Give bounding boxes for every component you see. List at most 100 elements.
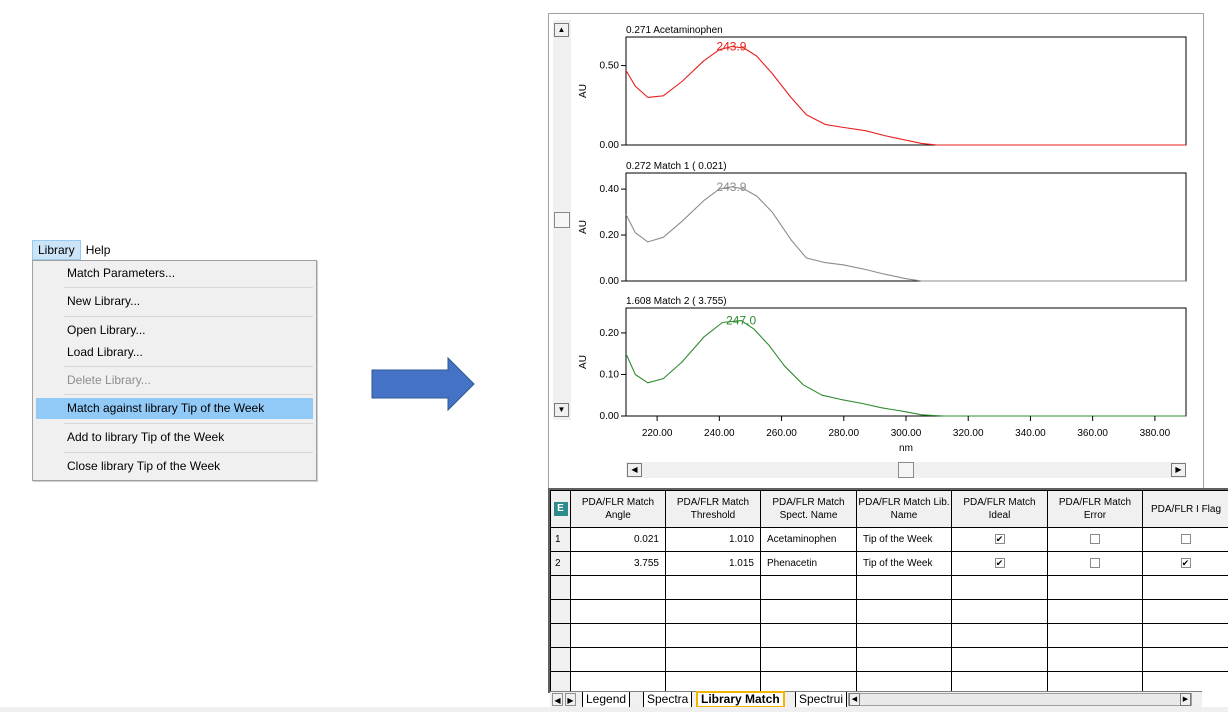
- empty-cell[interactable]: [1047, 647, 1143, 672]
- table-row-empty[interactable]: [550, 647, 1228, 672]
- cell-spect-name[interactable]: Phenacetin: [760, 551, 857, 576]
- empty-cell[interactable]: [570, 575, 666, 600]
- empty-cell[interactable]: [760, 599, 857, 624]
- tab-legend[interactable]: Legend: [582, 692, 631, 707]
- empty-cell[interactable]: [1142, 671, 1228, 693]
- empty-cell[interactable]: [570, 623, 666, 648]
- tab-horizontal-scrollbar[interactable]: ◀ ▶: [848, 693, 1192, 706]
- empty-cell[interactable]: [856, 623, 952, 648]
- column-header-ideal[interactable]: PDA/FLR Match Ideal: [951, 490, 1048, 528]
- scroll-up-button[interactable]: ▲: [554, 23, 569, 37]
- menu-item-match-parameters[interactable]: Match Parameters...: [67, 266, 176, 280]
- empty-cell[interactable]: [665, 647, 761, 672]
- empty-cell[interactable]: [550, 671, 571, 693]
- h-scroll-thumb[interactable]: [898, 462, 914, 478]
- empty-cell[interactable]: [665, 575, 761, 600]
- menu-item-new-library[interactable]: New Library...: [67, 294, 141, 308]
- vertical-scrollbar[interactable]: ▲ ▼: [553, 20, 571, 420]
- flag-checkbox[interactable]: [1180, 534, 1191, 545]
- menu-item-open-library[interactable]: Open Library...: [67, 323, 146, 337]
- empty-cell[interactable]: [1142, 599, 1228, 624]
- error-checkbox[interactable]: [1090, 534, 1100, 545]
- cell-error[interactable]: [1047, 527, 1143, 552]
- empty-cell[interactable]: [951, 623, 1048, 648]
- row-number[interactable]: 2: [550, 551, 571, 576]
- empty-cell[interactable]: [550, 647, 571, 672]
- column-header-lib-name[interactable]: PDA/FLR Match Lib. Name: [856, 490, 952, 528]
- empty-cell[interactable]: [665, 599, 761, 624]
- menu-item-load-library[interactable]: Load Library...: [67, 345, 143, 359]
- empty-cell[interactable]: [570, 599, 666, 624]
- table-row-empty[interactable]: [550, 575, 1228, 600]
- menu-item-match-against-library[interactable]: Match against library Tip of the Week: [36, 398, 313, 419]
- tab-spectrum[interactable]: Spectrui: [795, 692, 848, 707]
- empty-cell[interactable]: [951, 575, 1048, 600]
- row-number[interactable]: 1: [550, 527, 571, 552]
- empty-cell[interactable]: [550, 575, 571, 600]
- empty-cell[interactable]: [760, 623, 857, 648]
- cell-threshold[interactable]: 1.010: [665, 527, 761, 552]
- empty-cell[interactable]: [760, 575, 857, 600]
- empty-cell[interactable]: [856, 575, 952, 600]
- table-row[interactable]: 2 3.755 1.015 Phenacetin Tip of the Week ✔ ✔: [550, 551, 1228, 576]
- empty-cell[interactable]: [1142, 647, 1228, 672]
- empty-cell[interactable]: [1047, 575, 1143, 600]
- table-row-empty[interactable]: [550, 599, 1228, 624]
- cell-ideal[interactable]: ✔: [951, 527, 1048, 552]
- scroll-right-button[interactable]: ▶: [1171, 463, 1186, 477]
- empty-cell[interactable]: [1047, 623, 1143, 648]
- menu-item-add-to-library[interactable]: Add to library Tip of the Week: [67, 430, 225, 444]
- tab-library-match[interactable]: Library Match: [696, 691, 785, 708]
- empty-cell[interactable]: [570, 647, 666, 672]
- empty-cell[interactable]: [665, 671, 761, 693]
- ideal-checkbox[interactable]: ✔: [994, 534, 1005, 545]
- empty-cell[interactable]: [760, 647, 857, 672]
- cell-error[interactable]: [1047, 551, 1143, 576]
- empty-cell[interactable]: [1047, 599, 1143, 624]
- empty-cell[interactable]: [1047, 671, 1143, 693]
- empty-cell[interactable]: [856, 599, 952, 624]
- scroll-left-button[interactable]: ◀: [627, 463, 642, 477]
- empty-cell[interactable]: [550, 599, 571, 624]
- column-header-threshold[interactable]: PDA/FLR Match Threshold: [665, 490, 761, 528]
- cell-angle[interactable]: 0.021: [570, 527, 666, 552]
- horizontal-scrollbar[interactable]: ◀ ▶: [626, 462, 1186, 478]
- scroll-thumb[interactable]: [554, 212, 570, 228]
- cell-lib-name[interactable]: Tip of the Week: [856, 527, 952, 552]
- error-checkbox[interactable]: [1090, 558, 1100, 569]
- column-header-angle[interactable]: PDA/FLR Match Angle: [570, 490, 666, 528]
- empty-cell[interactable]: [1142, 623, 1228, 648]
- scroll-left-button[interactable]: ◀: [849, 693, 860, 706]
- empty-cell[interactable]: [570, 671, 666, 693]
- scroll-down-button[interactable]: ▼: [554, 403, 569, 417]
- cell-flag[interactable]: ✔: [1142, 551, 1228, 576]
- column-header-flag[interactable]: PDA/FLR I Flag: [1142, 490, 1228, 528]
- column-header-spect-name[interactable]: PDA/FLR Match Spect. Name: [760, 490, 857, 528]
- empty-cell[interactable]: [951, 671, 1048, 693]
- table-row[interactable]: 1 0.021 1.010 Acetaminophen Tip of the Week ✔: [550, 527, 1228, 552]
- tab-spectra[interactable]: Spectra: [643, 692, 693, 707]
- cell-lib-name[interactable]: Tip of the Week: [856, 551, 952, 576]
- column-header-error[interactable]: PDA/FLR Match Error: [1047, 490, 1143, 528]
- menu-help[interactable]: Help: [85, 243, 111, 257]
- tab-next-button[interactable]: ▶: [565, 693, 576, 706]
- cell-spect-name[interactable]: Acetaminophen: [760, 527, 857, 552]
- scroll-right-button[interactable]: ▶: [1180, 693, 1191, 706]
- cell-angle[interactable]: 3.755: [570, 551, 666, 576]
- cell-threshold[interactable]: 1.015: [665, 551, 761, 576]
- ideal-checkbox[interactable]: ✔: [994, 558, 1005, 569]
- empty-cell[interactable]: [760, 671, 857, 693]
- tab-prev-button[interactable]: ◀: [552, 693, 563, 706]
- cell-ideal[interactable]: ✔: [951, 551, 1048, 576]
- table-row-empty[interactable]: [550, 671, 1228, 693]
- empty-cell[interactable]: [665, 623, 761, 648]
- flag-checkbox[interactable]: ✔: [1180, 558, 1191, 569]
- empty-cell[interactable]: [951, 599, 1048, 624]
- empty-cell[interactable]: [951, 647, 1048, 672]
- menu-item-close-library[interactable]: Close library Tip of the Week: [67, 459, 221, 473]
- empty-cell[interactable]: [856, 671, 952, 693]
- table-corner[interactable]: E: [550, 490, 571, 528]
- menu-library[interactable]: Library: [32, 240, 81, 260]
- empty-cell[interactable]: [550, 623, 571, 648]
- empty-cell[interactable]: [856, 647, 952, 672]
